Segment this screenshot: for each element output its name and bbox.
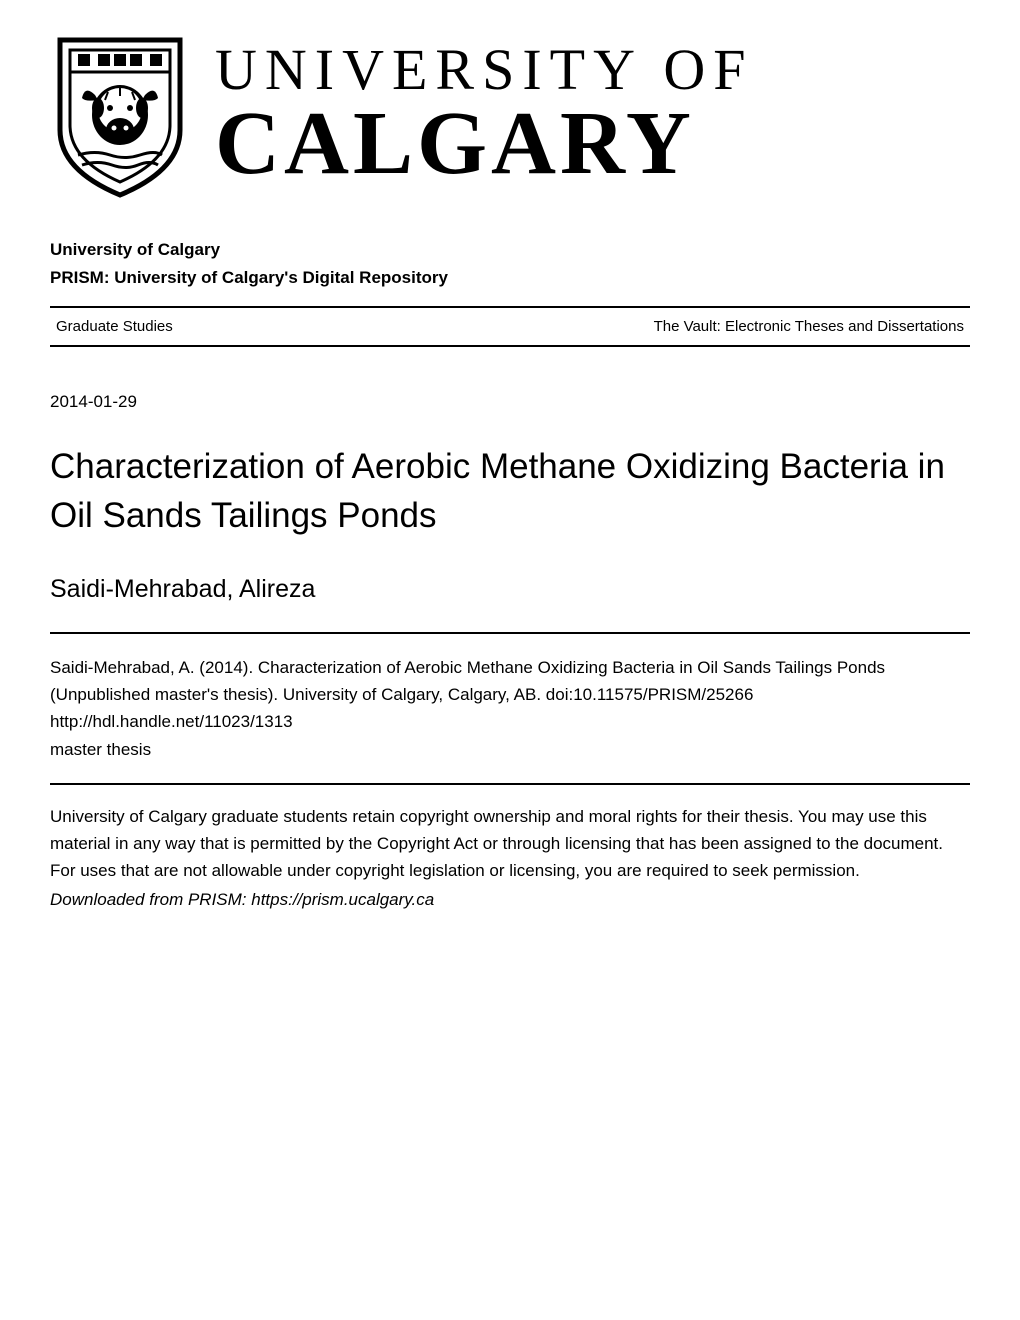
citation-handle: http://hdl.handle.net/11023/1313 (50, 708, 970, 735)
divider (50, 345, 970, 347)
document-author: Saidi-Mehrabad, Alireza (50, 575, 970, 604)
citation-text: Saidi-Mehrabad, A. (2014). Characterizat… (50, 654, 970, 708)
logo-line-2: CALGARY (215, 99, 753, 189)
repository-name: PRISM: University of Calgary's Digital R… (50, 268, 970, 288)
collection-right: The Vault: Electronic Theses and Dissert… (654, 318, 964, 335)
downloaded-from: Downloaded from PRISM: https://prism.uca… (50, 886, 970, 913)
rights-block: University of Calgary graduate students … (50, 785, 970, 914)
collection-row: Graduate Studies The Vault: Electronic T… (50, 308, 970, 345)
university-shield-logo (50, 30, 190, 200)
institution-name: University of Calgary (50, 240, 970, 260)
logo-header: UNIVERSITY OF CALGARY (50, 30, 970, 200)
citation-type: master thesis (50, 736, 970, 763)
rights-text: University of Calgary graduate students … (50, 803, 970, 885)
document-title: Characterization of Aerobic Methane Oxid… (50, 442, 970, 540)
document-date: 2014-01-29 (50, 392, 970, 412)
logo-line-1: UNIVERSITY OF (215, 41, 753, 99)
citation-block: Saidi-Mehrabad, A. (2014). Characterizat… (50, 634, 970, 783)
logo-wordmark: UNIVERSITY OF CALGARY (215, 41, 753, 189)
collection-left: Graduate Studies (56, 318, 173, 335)
